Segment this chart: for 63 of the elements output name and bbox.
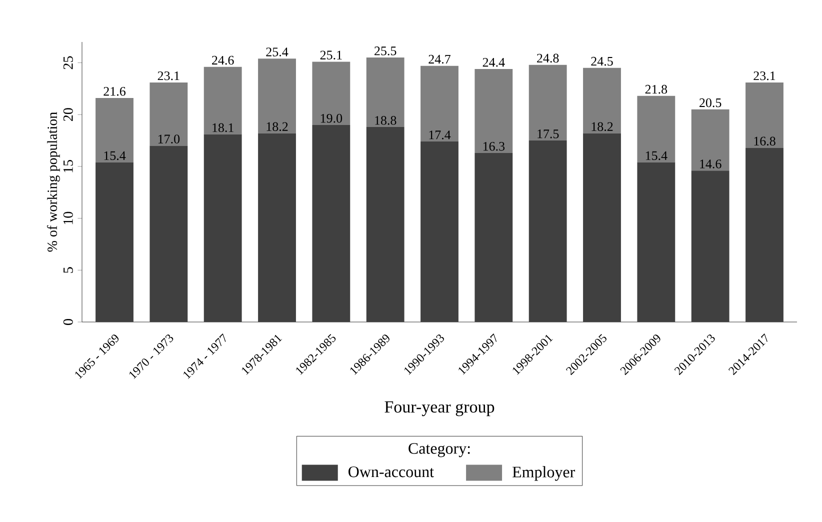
bar — [420, 142, 458, 322]
bar — [528, 140, 567, 322]
bar — [366, 127, 404, 322]
bar — [96, 162, 134, 322]
x-axis-title: Four-year group — [384, 401, 494, 416]
bar — [528, 64, 567, 141]
bar — [366, 58, 404, 128]
bar — [583, 68, 621, 134]
bar — [691, 170, 730, 322]
total-label: 25.5 — [374, 46, 396, 56]
bar — [312, 124, 350, 322]
bar — [150, 146, 188, 322]
data-label: 18.8 — [375, 116, 396, 125]
bar — [474, 68, 513, 153]
bar — [746, 82, 784, 148]
data-label: 18.2 — [266, 122, 288, 132]
total-label: 25.1 — [320, 50, 342, 60]
y-tick-label: 20 — [63, 108, 73, 121]
bar — [420, 66, 458, 142]
total-label: 21.8 — [645, 84, 668, 94]
total-label: 24.7 — [428, 54, 451, 64]
total-label: 21.6 — [104, 87, 126, 96]
bar — [312, 62, 350, 125]
total-label: 24.4 — [482, 58, 505, 67]
total-label: 23.1 — [754, 71, 776, 80]
bar — [258, 58, 296, 134]
total-label: 24.5 — [591, 56, 613, 66]
data-label: 17.0 — [158, 134, 180, 144]
bar — [150, 82, 188, 146]
legend-label: Employer — [512, 466, 576, 481]
total-label: 24.6 — [212, 56, 234, 65]
data-label: 16.8 — [754, 136, 776, 146]
bar — [637, 162, 676, 322]
data-label: 15.4 — [646, 151, 668, 160]
bar — [637, 96, 676, 162]
bar — [204, 134, 242, 322]
data-label: 19.0 — [320, 114, 342, 123]
data-label: 18.1 — [212, 123, 234, 132]
data-label: 17.4 — [429, 130, 451, 140]
data-label: 17.5 — [538, 130, 559, 138]
legend-title: Category: — [408, 443, 470, 458]
bar — [474, 152, 513, 322]
bar — [258, 133, 296, 322]
bar — [746, 148, 784, 322]
bar — [583, 133, 621, 322]
total-label: 20.5 — [700, 98, 722, 108]
total-label: 23.1 — [158, 71, 180, 80]
bar — [204, 66, 242, 134]
data-label: 18.2 — [592, 122, 613, 132]
y-tick-label: 25 — [63, 56, 73, 70]
y-axis-title: % of working population — [47, 112, 60, 252]
legend-label: Own-account — [348, 466, 434, 478]
y-tick-label: 0 — [63, 319, 73, 325]
y-tick-label: 5 — [64, 267, 73, 273]
bar — [691, 109, 730, 171]
data-label: 15.4 — [104, 151, 126, 160]
data-label: 14.6 — [700, 160, 722, 168]
data-label: 16.3 — [483, 142, 505, 151]
total-label: 25.4 — [266, 48, 288, 56]
y-tick-label: 10 — [63, 212, 73, 224]
bar — [96, 98, 134, 162]
total-label: 24.8 — [537, 54, 559, 63]
y-tick-label: 15 — [63, 160, 73, 172]
